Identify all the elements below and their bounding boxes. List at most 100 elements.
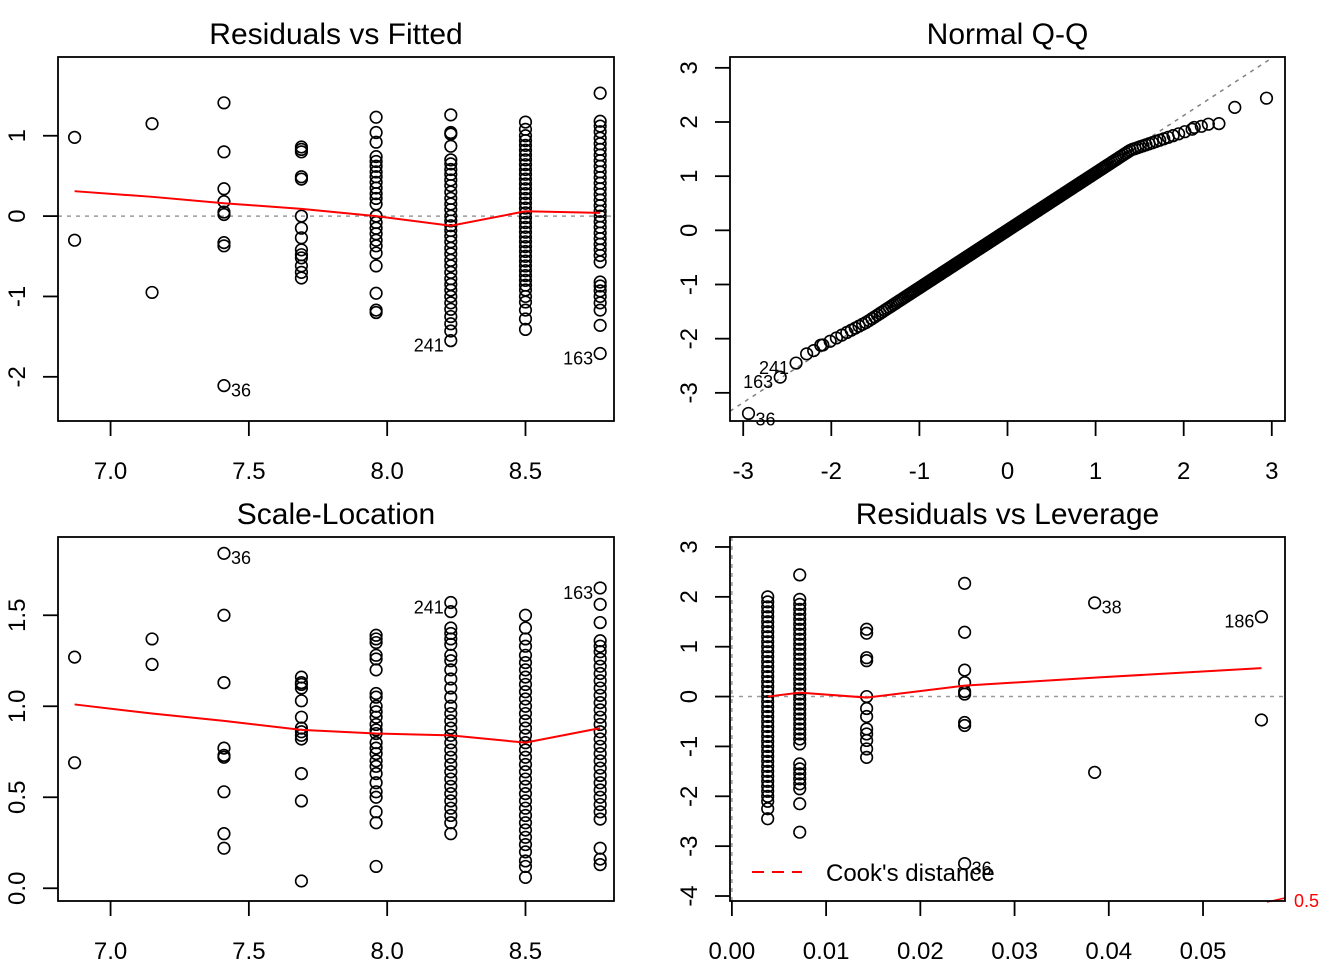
data-point bbox=[761, 749, 775, 763]
data-point bbox=[773, 370, 787, 384]
data-point bbox=[761, 719, 775, 734]
data-point bbox=[444, 209, 458, 223]
x-tick-label: 7.5 bbox=[232, 938, 265, 960]
data-point bbox=[145, 117, 159, 131]
data-point bbox=[444, 654, 458, 668]
data-point bbox=[593, 597, 607, 611]
data-point bbox=[444, 787, 458, 801]
data-point bbox=[761, 789, 775, 803]
data-point bbox=[369, 150, 383, 164]
data-point bbox=[369, 125, 383, 140]
plot-area bbox=[58, 86, 614, 393]
data-point bbox=[793, 777, 807, 791]
data-point bbox=[444, 178, 458, 193]
data-point bbox=[793, 592, 807, 606]
data-point bbox=[793, 622, 807, 636]
data-point bbox=[593, 797, 607, 812]
data-point bbox=[1254, 713, 1269, 727]
data-point bbox=[518, 772, 533, 786]
data-point bbox=[369, 859, 383, 874]
data-point bbox=[593, 289, 607, 304]
data-point bbox=[593, 296, 607, 310]
point-label: 241 bbox=[414, 335, 444, 355]
data-point bbox=[369, 233, 383, 247]
data-point bbox=[369, 159, 383, 173]
data-point bbox=[294, 265, 309, 279]
data-point bbox=[518, 220, 533, 234]
data-point bbox=[518, 158, 533, 172]
data-point bbox=[518, 728, 533, 742]
data-point bbox=[518, 639, 533, 653]
data-point bbox=[518, 706, 533, 721]
data-point bbox=[593, 204, 607, 218]
data-point bbox=[761, 704, 775, 719]
data-point bbox=[593, 615, 607, 630]
data-point bbox=[369, 154, 383, 169]
data-point bbox=[593, 666, 607, 681]
data-point bbox=[593, 754, 607, 768]
data-point bbox=[761, 784, 775, 798]
data-point bbox=[518, 677, 533, 692]
data-point bbox=[593, 717, 607, 732]
data-point bbox=[793, 672, 807, 686]
data-point bbox=[444, 690, 458, 704]
data-point bbox=[294, 243, 309, 257]
x-tick-label: 0.04 bbox=[1085, 938, 1132, 960]
data-point bbox=[518, 787, 533, 801]
chart-title: Normal Q-Q bbox=[927, 18, 1089, 51]
data-point bbox=[369, 710, 383, 724]
data-point bbox=[294, 874, 309, 888]
data-point bbox=[793, 757, 807, 771]
data-point bbox=[518, 143, 533, 157]
data-point bbox=[294, 710, 309, 724]
data-point bbox=[761, 675, 775, 689]
data-point bbox=[369, 790, 383, 804]
data-point bbox=[761, 739, 775, 754]
data-point bbox=[860, 626, 874, 640]
data-point bbox=[518, 621, 533, 635]
data-point bbox=[741, 406, 756, 421]
data-point bbox=[369, 110, 383, 124]
data-point bbox=[444, 317, 458, 331]
data-point bbox=[1088, 596, 1102, 610]
data-point bbox=[444, 721, 458, 735]
data-point bbox=[369, 785, 383, 799]
data-point bbox=[217, 239, 231, 253]
data-point bbox=[1201, 117, 1215, 131]
data-point bbox=[518, 182, 533, 196]
data-point bbox=[217, 546, 231, 560]
x-tick-label: 3 bbox=[1265, 458, 1278, 485]
data-point bbox=[444, 681, 458, 695]
data-point bbox=[444, 162, 458, 177]
y-tick-label: -4 bbox=[676, 885, 703, 906]
data-point bbox=[761, 610, 775, 624]
x-tick-label: 8.0 bbox=[370, 938, 403, 960]
data-point bbox=[761, 779, 775, 793]
x-tick-label: 8.0 bbox=[370, 458, 403, 485]
data-point bbox=[444, 289, 458, 304]
point-label: 36 bbox=[756, 409, 776, 429]
data-point bbox=[761, 729, 775, 744]
data-point bbox=[800, 347, 814, 361]
plot-area bbox=[730, 537, 1285, 901]
data-point bbox=[294, 681, 309, 695]
data-point bbox=[294, 725, 309, 739]
data-point bbox=[1254, 610, 1269, 624]
data-point bbox=[761, 802, 775, 816]
point-label: 36 bbox=[231, 548, 251, 568]
y-tick-label: 1 bbox=[676, 640, 703, 653]
data-point bbox=[444, 736, 458, 750]
x-tick-label: 8.5 bbox=[509, 458, 542, 485]
data-point bbox=[793, 697, 807, 711]
data-point bbox=[518, 167, 533, 181]
data-point bbox=[1212, 117, 1226, 131]
data-point bbox=[369, 635, 383, 650]
data-point bbox=[593, 659, 607, 673]
x-tick-label: 0.00 bbox=[709, 938, 756, 960]
data-point bbox=[518, 133, 533, 148]
y-tick-label: -3 bbox=[676, 835, 703, 856]
x-tick-label: 0.02 bbox=[897, 938, 944, 960]
data-point bbox=[444, 699, 458, 713]
y-tick-label: -1 bbox=[4, 286, 31, 307]
